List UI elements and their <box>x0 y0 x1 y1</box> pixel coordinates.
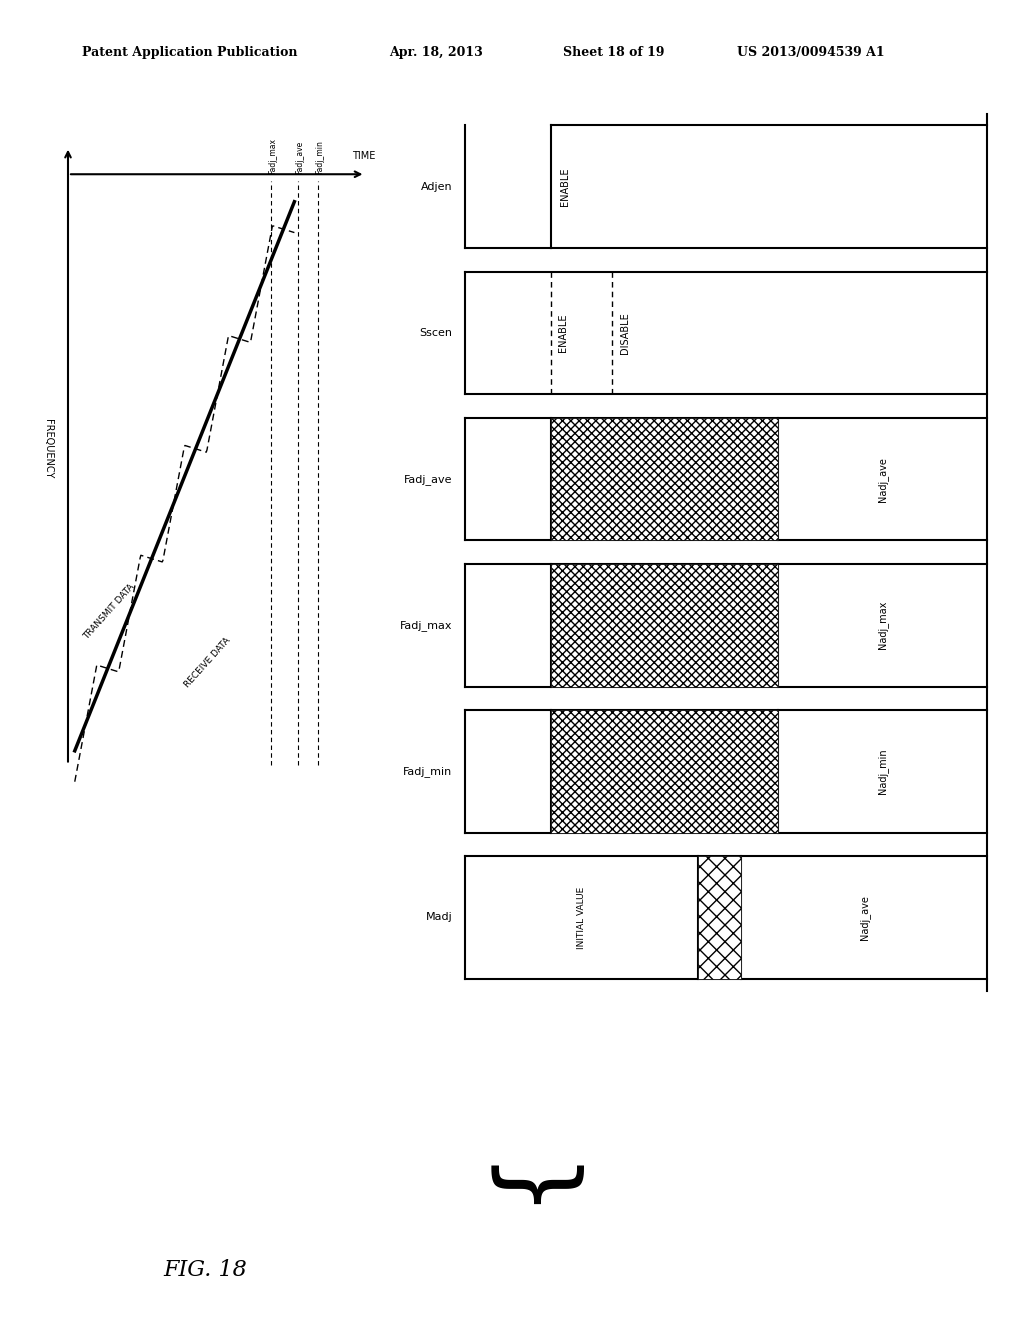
Text: Adjen: Adjen <box>421 182 453 191</box>
Text: Fadj_ave: Fadj_ave <box>404 474 453 484</box>
Text: Apr. 18, 2013: Apr. 18, 2013 <box>389 46 483 59</box>
Text: INITIAL VALUE: INITIAL VALUE <box>578 886 586 949</box>
Bar <box>551 710 778 833</box>
Text: Nadj_min: Nadj_min <box>878 748 888 795</box>
Text: Fadj_min: Fadj_min <box>403 766 453 776</box>
Bar <box>551 564 778 686</box>
Text: ENABLE: ENABLE <box>558 314 568 352</box>
Bar <box>551 417 778 540</box>
Text: ENABLE: ENABLE <box>560 168 570 206</box>
Text: Madj: Madj <box>426 912 453 923</box>
Text: Sscen: Sscen <box>420 327 453 338</box>
Text: }: } <box>474 1164 570 1228</box>
Text: Fadj_min: Fadj_min <box>315 140 325 174</box>
Text: TRANSMIT DATA: TRANSMIT DATA <box>82 582 136 642</box>
Text: FREQUENCY: FREQUENCY <box>43 420 52 478</box>
Text: Nadj_max: Nadj_max <box>878 601 888 649</box>
Text: Fadj_max: Fadj_max <box>268 139 276 174</box>
Text: Fadj_max: Fadj_max <box>400 620 453 631</box>
Text: FIG. 18: FIG. 18 <box>163 1259 247 1280</box>
Text: Patent Application Publication: Patent Application Publication <box>82 46 297 59</box>
Text: Nadj_ave: Nadj_ave <box>859 895 869 940</box>
Text: Fadj_ave: Fadj_ave <box>295 141 304 174</box>
Text: DISABLE: DISABLE <box>620 312 630 354</box>
Bar <box>698 857 741 979</box>
Text: US 2013/0094539 A1: US 2013/0094539 A1 <box>737 46 885 59</box>
Text: Sheet 18 of 19: Sheet 18 of 19 <box>563 46 665 59</box>
Text: Nadj_ave: Nadj_ave <box>878 457 888 502</box>
Text: RECEIVE DATA: RECEIVE DATA <box>183 635 232 689</box>
Text: TIME: TIME <box>352 150 376 161</box>
